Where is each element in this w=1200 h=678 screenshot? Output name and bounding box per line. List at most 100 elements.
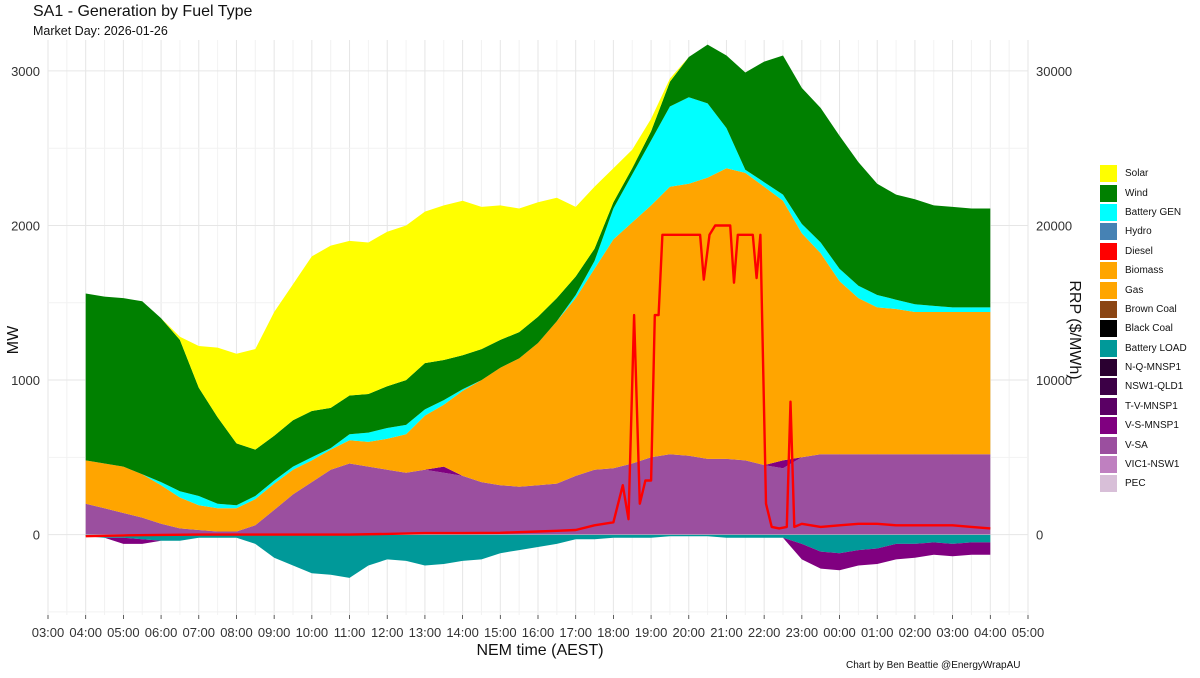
x-tick-label: 16:00 [522, 625, 555, 640]
legend-label: Brown Coal [1125, 303, 1177, 315]
legend-swatch [1100, 262, 1117, 280]
y-tick-label: 1000 [11, 373, 40, 388]
x-tick-label: 21:00 [710, 625, 743, 640]
legend-item: Wind [1100, 183, 1187, 202]
legend-label: Gas [1125, 284, 1144, 296]
x-tick-label: 10:00 [296, 625, 329, 640]
x-tick-label: 04:00 [69, 625, 102, 640]
legend-label: Hydro [1125, 226, 1152, 238]
rrp-line [85, 224, 991, 538]
y2-tick-label: 0 [1036, 528, 1043, 543]
x-tick-label: 07:00 [182, 625, 215, 640]
legend-label: Diesel [1125, 245, 1153, 257]
chart-title: SA1 - Generation by Fuel Type [33, 3, 253, 20]
x-tick-label: 04:00 [974, 625, 1007, 640]
legend-swatch [1100, 359, 1117, 377]
legend-label: N-Q-MNSP1 [1125, 362, 1182, 374]
legend-label: VIC1-NSW1 [1125, 459, 1180, 471]
legend-item: VIC1-NSW1 [1100, 455, 1187, 474]
x-axis-label: NEM time (AEST) [476, 642, 603, 659]
x-tick-label: 01:00 [861, 625, 894, 640]
legend-swatch [1100, 300, 1117, 318]
legend-label: PEC [1125, 478, 1146, 490]
legend-label: V-S-MNSP1 [1125, 420, 1179, 432]
legend-label: T-V-MNSP1 [1125, 400, 1178, 412]
legend-swatch [1100, 456, 1117, 474]
legend-label: NSW1-QLD1 [1125, 381, 1184, 393]
legend-label: Battery LOAD [1125, 342, 1187, 354]
y2-tick-label: 20000 [1036, 218, 1072, 233]
x-tick-label: 06:00 [145, 625, 178, 640]
legend-swatch [1100, 475, 1117, 493]
legend-item: N-Q-MNSP1 [1100, 358, 1187, 377]
x-tick-label: 02:00 [899, 625, 932, 640]
area-v-sa [85, 454, 991, 535]
legend-swatch [1100, 378, 1117, 396]
legend-item: T-V-MNSP1 [1100, 397, 1187, 416]
legend-swatch [1100, 436, 1117, 454]
legend: Solar Wind Battery GEN Hydro Diesel Biomass Ga… [1100, 164, 1187, 494]
x-tick-label: 20:00 [672, 625, 705, 640]
rrp-line-layer [85, 224, 991, 538]
legend-item: V-SA [1100, 435, 1187, 454]
legend-label: Wind [1125, 187, 1148, 199]
area-solar [85, 44, 991, 450]
legend-item: Solar [1100, 164, 1187, 183]
legend-swatch [1100, 203, 1117, 221]
y2-axis-label: RRP ($/MWh) [1066, 280, 1083, 379]
y2-tick-label: 10000 [1036, 373, 1072, 388]
legend-item: Battery GEN [1100, 203, 1187, 222]
legend-swatch [1100, 165, 1117, 183]
x-tick-label: 15:00 [484, 625, 517, 640]
legend-item: Brown Coal [1100, 300, 1187, 319]
x-tick-label: 23:00 [786, 625, 819, 640]
legend-label: V-SA [1125, 439, 1148, 451]
chart-subtitle: Market Day: 2026-01-26 [33, 24, 168, 38]
y2-tick-label: 30000 [1036, 64, 1072, 79]
x-tick-label: 19:00 [635, 625, 668, 640]
legend-label: Solar [1125, 168, 1149, 180]
x-tick-label: 08:00 [220, 625, 253, 640]
legend-item: Battery LOAD [1100, 339, 1187, 358]
legend-swatch [1100, 223, 1117, 241]
x-tick-label: 18:00 [597, 625, 630, 640]
axes: 03:00 04:00 05:00 06:00 07:00 08:00 09:00 10:00… [11, 64, 1072, 640]
legend-item: V-S-MNSP1 [1100, 416, 1187, 435]
legend-label: Biomass [1125, 265, 1164, 277]
legend-swatch [1100, 320, 1117, 338]
legend-swatch [1100, 281, 1117, 299]
x-tick-label: 13:00 [409, 625, 442, 640]
legend-label: Black Coal [1125, 323, 1173, 335]
legend-swatch [1100, 417, 1117, 435]
x-tick-label: 00:00 [823, 625, 856, 640]
legend-swatch [1100, 339, 1117, 357]
legend-swatch [1100, 242, 1117, 260]
legend-item: Gas [1100, 280, 1187, 299]
x-tick-label: 09:00 [258, 625, 291, 640]
y-tick-label: 2000 [11, 218, 40, 233]
legend-item: Biomass [1100, 261, 1187, 280]
legend-swatch [1100, 184, 1117, 202]
y-tick-label: 0 [33, 528, 40, 543]
x-tick-label: 14:00 [446, 625, 479, 640]
legend-item: Black Coal [1100, 319, 1187, 338]
x-tick-label: 12:00 [371, 625, 404, 640]
area-battery-load-negative [85, 534, 991, 578]
x-tick-label: 11:00 [334, 625, 366, 640]
legend-label: Battery GEN [1125, 206, 1182, 218]
legend-item: NSW1-QLD1 [1100, 377, 1187, 396]
x-tick-label: 03:00 [936, 625, 969, 640]
legend-item: Diesel [1100, 242, 1187, 261]
x-tick-label: 17:00 [559, 625, 592, 640]
chart-caption: Chart by Ben Beattie @EnergyWrapAU [846, 660, 1021, 671]
area-v-s-mnsp1-negative [85, 536, 991, 578]
x-tick-label: 03:00 [32, 625, 65, 640]
y-axis-label: MW [5, 325, 22, 354]
x-tick-label: 22:00 [748, 625, 781, 640]
x-tick-label: 05:00 [107, 625, 140, 640]
area-wind [85, 44, 991, 506]
legend-item: PEC [1100, 474, 1187, 493]
legend-item: Hydro [1100, 222, 1187, 241]
legend-swatch [1100, 397, 1117, 415]
